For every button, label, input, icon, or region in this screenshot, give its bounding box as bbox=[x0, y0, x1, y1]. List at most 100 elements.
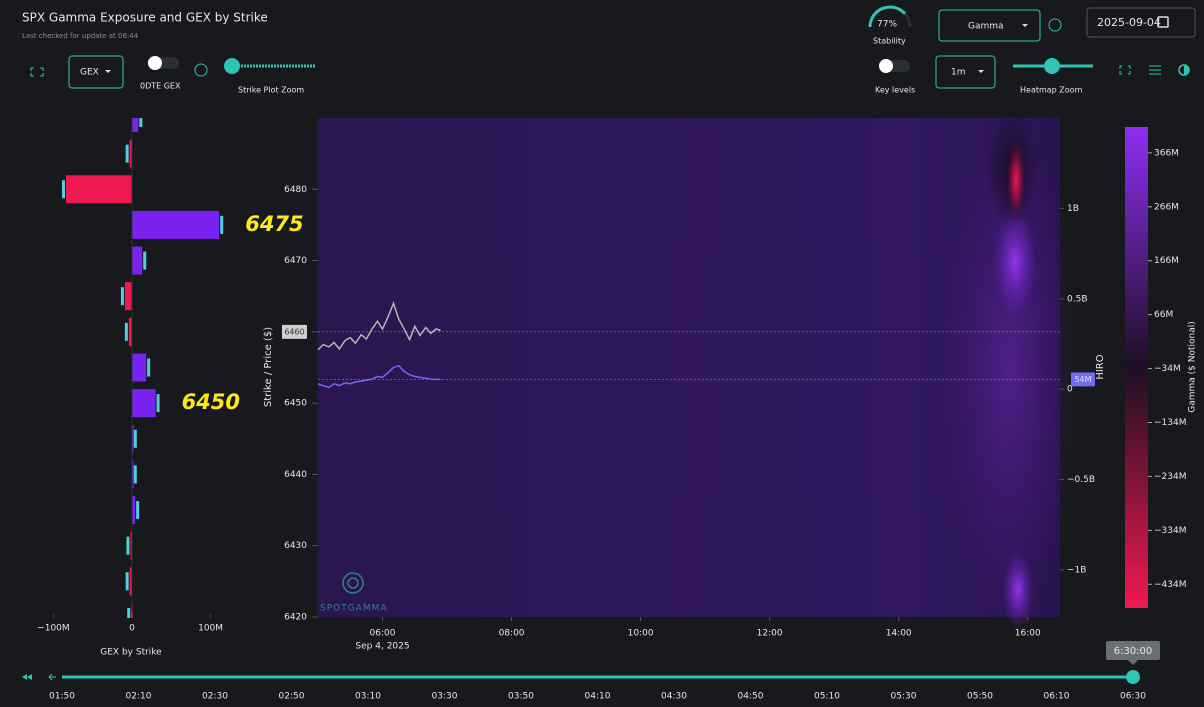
price-badge-label: 6460 bbox=[284, 327, 304, 336]
bar-end bbox=[124, 322, 128, 341]
bar bbox=[132, 118, 139, 132]
x-tick-label: 0 bbox=[129, 624, 135, 634]
bar-end bbox=[156, 394, 160, 413]
subtitle: Last checked for update at 06:44 bbox=[22, 32, 139, 40]
timeline-tick-label: 02:10 bbox=[126, 692, 152, 702]
bar bbox=[130, 531, 132, 560]
heatmap-zoom-label: Heatmap Zoom bbox=[1020, 86, 1083, 95]
interval-select[interactable] bbox=[935, 55, 996, 89]
y2-tick-label: 0.5B bbox=[1067, 294, 1088, 304]
bar-end bbox=[139, 118, 143, 127]
calendar-icon[interactable] bbox=[1157, 16, 1169, 28]
colorbar-label: Gamma ($ Notional) bbox=[1188, 321, 1198, 413]
rewind-icon[interactable] bbox=[22, 674, 32, 680]
y2-axis-label: HIRO bbox=[1095, 354, 1106, 379]
timeline-tick-label: 02:30 bbox=[202, 692, 228, 702]
bar bbox=[129, 567, 132, 596]
timeline-tick-label: 05:30 bbox=[891, 692, 917, 702]
bars bbox=[62, 118, 224, 618]
timeline-tick-label: 04:50 bbox=[738, 692, 764, 702]
timeline-tick-label: 06:10 bbox=[1044, 692, 1070, 702]
bar-end bbox=[220, 215, 224, 234]
heatmap-hot bbox=[1006, 138, 1026, 222]
bar-end bbox=[147, 358, 151, 377]
x-tick-label: 10:00 bbox=[628, 629, 654, 639]
mode-select[interactable] bbox=[938, 9, 1041, 42]
toggle-knob bbox=[879, 59, 893, 73]
heatmap-glow bbox=[1002, 550, 1034, 630]
price-badge bbox=[282, 324, 307, 339]
fullscreen-icon[interactable] bbox=[30, 67, 44, 77]
x-sublabel: Sep 4, 2025 bbox=[355, 642, 409, 652]
y2-tick-label: 0 bbox=[1067, 385, 1073, 395]
bar-end bbox=[125, 144, 129, 163]
y2-tick-label: −0.5B bbox=[1067, 475, 1095, 485]
info-icon[interactable] bbox=[194, 63, 208, 77]
x-tick-label: 14:00 bbox=[886, 629, 912, 639]
toggle-knob bbox=[148, 56, 162, 70]
stability-arc bbox=[868, 5, 907, 28]
date-picker[interactable] bbox=[1086, 7, 1196, 38]
time-badge bbox=[1106, 641, 1160, 660]
timeline-tick-label: 03:10 bbox=[355, 692, 381, 702]
bar-end bbox=[125, 572, 129, 591]
annotation: 6450 bbox=[182, 390, 240, 414]
title: SPX Gamma Exposure and GEX by Strike bbox=[22, 11, 268, 25]
y2-tick-label: 1B bbox=[1067, 204, 1079, 214]
timeline-tick-label: 03:50 bbox=[508, 692, 534, 702]
bar-end bbox=[133, 465, 137, 484]
hiro-badge bbox=[1071, 372, 1095, 387]
bar bbox=[124, 282, 132, 311]
timeline-tick-label: 04:10 bbox=[585, 692, 611, 702]
dropdown-arrow bbox=[1022, 24, 1028, 27]
y2-tick-label: −1B bbox=[1067, 565, 1086, 575]
date-text: 2025-09-04 bbox=[1097, 16, 1161, 29]
colorbar-tick-label: 166M bbox=[1154, 256, 1179, 266]
timeline-tick-label: 02:50 bbox=[279, 692, 305, 702]
watermark: SPOTGAMMA bbox=[320, 604, 388, 614]
timeline-knob[interactable] bbox=[1126, 670, 1140, 684]
gex-select[interactable] bbox=[68, 55, 124, 89]
bar bbox=[132, 424, 134, 453]
settings-icon[interactable] bbox=[1149, 65, 1161, 75]
fullscreen-icon[interactable] bbox=[1119, 65, 1131, 75]
x-tick-label: 08:00 bbox=[499, 629, 525, 639]
heatmap-area bbox=[318, 118, 1060, 617]
mode-select-text: Gamma bbox=[968, 22, 1004, 32]
slider-knob[interactable] bbox=[224, 58, 240, 74]
time-badge-pointer bbox=[1128, 660, 1138, 665]
bar-end bbox=[120, 287, 124, 306]
strike-zoom-label: Strike Plot Zoom bbox=[238, 86, 304, 95]
colorbar bbox=[1125, 127, 1148, 608]
timeline-tick-label: 04:30 bbox=[661, 692, 687, 702]
y-tick-label: 6440 bbox=[284, 470, 307, 480]
colorbar-tick-label: −334M bbox=[1154, 526, 1186, 536]
bar-end bbox=[136, 501, 140, 520]
watermark-logo bbox=[342, 572, 364, 594]
timeline-tick-label: 06:30 bbox=[1120, 692, 1146, 702]
x-tick-label: 06:00 bbox=[370, 629, 396, 639]
colorbar-tick-label: −434M bbox=[1154, 580, 1186, 590]
odte-label: 0DTE GEX bbox=[140, 82, 181, 91]
colorbar-tick-label: −134M bbox=[1154, 418, 1186, 428]
bar bbox=[129, 139, 132, 168]
colorbar-tick-label: 366M bbox=[1154, 148, 1179, 158]
y-tick-label: 6450 bbox=[284, 399, 307, 409]
gex-select-text: GEX bbox=[80, 68, 99, 78]
bar-end bbox=[126, 536, 130, 555]
stability-value: 77% bbox=[877, 20, 897, 30]
colorbar-tick-label: −34M bbox=[1154, 364, 1181, 374]
info-icon[interactable] bbox=[1048, 18, 1062, 32]
x-tick-label: 100M bbox=[198, 624, 223, 634]
back-icon[interactable] bbox=[48, 673, 56, 681]
current-time: 6:30:00 bbox=[1114, 646, 1153, 657]
bar-end bbox=[127, 607, 131, 618]
y-tick-label: 6480 bbox=[284, 185, 307, 195]
bar bbox=[132, 353, 147, 382]
heatmap-glow bbox=[993, 207, 1037, 317]
timeline-tick-label: 05:10 bbox=[814, 692, 840, 702]
slider-knob[interactable] bbox=[1044, 58, 1060, 74]
series-line bbox=[317, 301, 441, 351]
bar-end bbox=[143, 251, 147, 270]
timeline-tick-label: 03:30 bbox=[432, 692, 458, 702]
